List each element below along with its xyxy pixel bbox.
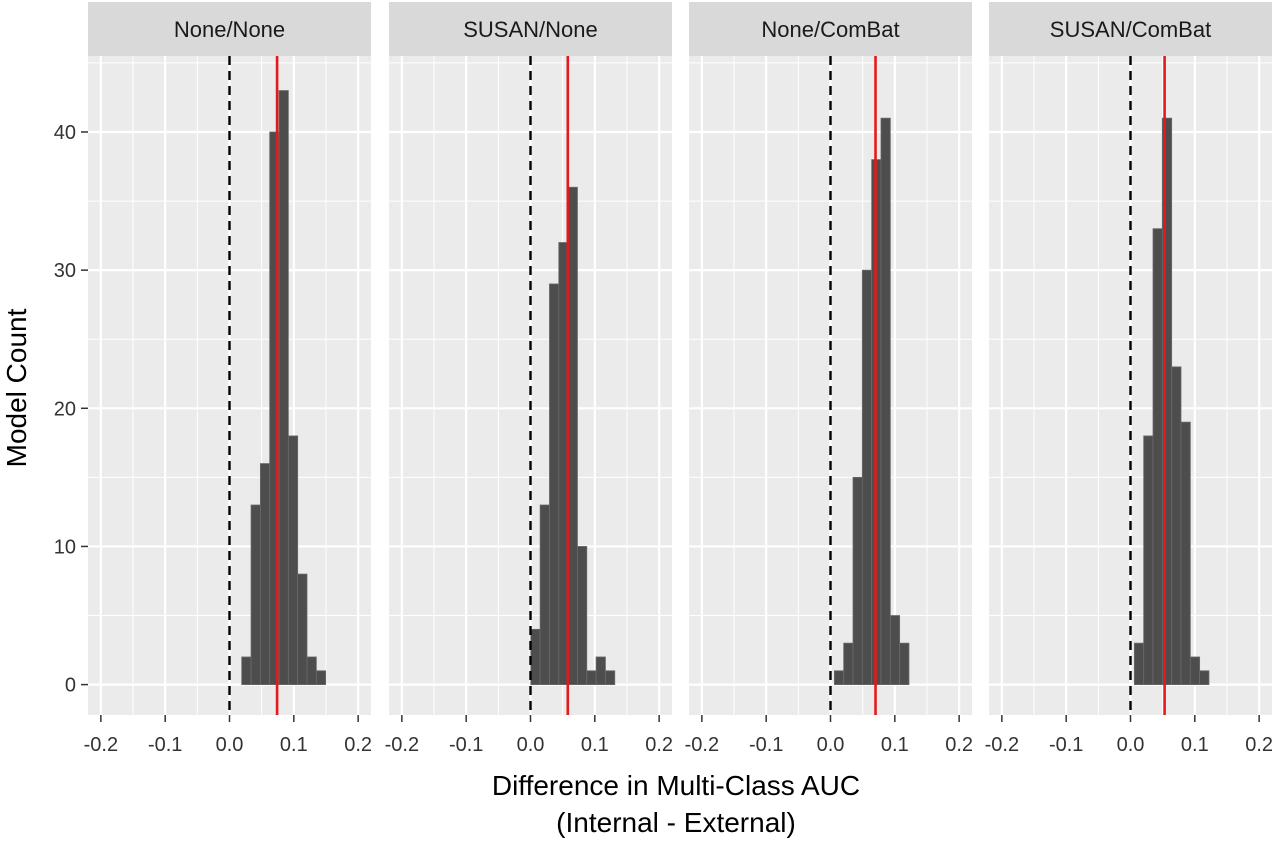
histogram-bar xyxy=(889,615,901,686)
x-tick-label: 0.2 xyxy=(344,734,372,756)
facet-panel: SUSAN/ComBat -0.2 -0.1 0.0 0.1 0.2 xyxy=(985,2,1273,756)
histogram-bar xyxy=(287,435,299,686)
y-tick-label: 0 xyxy=(65,675,76,697)
x-tick-label: -0.2 xyxy=(685,734,719,756)
facet-strip xyxy=(989,2,1272,56)
histogram-bar xyxy=(843,642,854,686)
y-axis-title: Model Count xyxy=(1,308,32,467)
histogram-bar xyxy=(315,670,327,686)
x-tick-label: 0.1 xyxy=(1181,734,1209,756)
x-tick-label: 0.1 xyxy=(280,734,308,756)
histogram-bar xyxy=(1189,656,1201,686)
x-tick-label: -0.1 xyxy=(449,734,483,756)
y-tick-label: 40 xyxy=(54,122,76,144)
panels-layer: None/None -0.2 -0.1 0.0 0.1 0.2 SUSAN/None -0.2… xyxy=(84,2,1273,756)
x-tick-label: 0.1 xyxy=(581,734,609,756)
facet-strip xyxy=(689,2,972,56)
x-tick-label: 0.2 xyxy=(645,734,673,756)
x-axis-title-line2: (Internal - External) xyxy=(556,807,796,838)
x-tick-label: 0.1 xyxy=(881,734,909,756)
histogram-bar xyxy=(530,628,541,686)
histogram-bar xyxy=(1171,366,1182,686)
histogram-bar xyxy=(1143,435,1154,686)
histogram-bar xyxy=(567,186,578,686)
histogram-bar xyxy=(549,283,560,686)
facet-strip xyxy=(389,2,672,56)
x-tick-label: 0.0 xyxy=(216,734,244,756)
histogram-bar xyxy=(1152,228,1163,686)
y-tick-label: 10 xyxy=(54,536,76,558)
x-tick-label: -0.2 xyxy=(84,734,118,756)
histogram-bar xyxy=(852,476,863,686)
x-tick-label: 0.0 xyxy=(517,734,545,756)
histogram-bar xyxy=(899,642,910,686)
y-tick-label: 30 xyxy=(54,260,76,282)
histogram-bar xyxy=(833,670,845,686)
histogram-bar xyxy=(306,656,317,686)
facet-panel: None/ComBat -0.2 -0.1 0.0 0.1 0.2 xyxy=(685,2,973,756)
histogram-bar xyxy=(595,656,606,686)
x-tick-label: -0.1 xyxy=(1049,734,1083,756)
histogram-bar xyxy=(1199,670,1210,686)
x-tick-label: -0.1 xyxy=(749,734,783,756)
y-tick-label: 20 xyxy=(54,398,76,420)
facet-strip-label: SUSAN/ComBat xyxy=(1050,17,1211,42)
histogram-bar xyxy=(539,504,550,686)
histogram-bar xyxy=(259,463,271,686)
x-tick-label: -0.1 xyxy=(148,734,182,756)
x-tick-label: 0.2 xyxy=(945,734,973,756)
histogram-bar xyxy=(861,269,873,686)
histogram-bar xyxy=(1180,421,1191,686)
facet-strip-label: None/ComBat xyxy=(761,17,899,42)
x-tick-label: -0.2 xyxy=(985,734,1019,756)
facet-panel: SUSAN/None -0.2 -0.1 0.0 0.1 0.2 xyxy=(385,2,673,756)
histogram-bar xyxy=(586,670,597,686)
facet-strip-label: SUSAN/None xyxy=(463,17,598,42)
histogram-bar xyxy=(577,546,588,686)
facet-panel: None/None -0.2 -0.1 0.0 0.1 0.2 xyxy=(84,2,372,756)
y-axis: 0 10 20 30 40 xyxy=(54,122,88,697)
x-tick-label: -0.2 xyxy=(385,734,419,756)
histogram-bar xyxy=(880,117,891,686)
facet-strip xyxy=(88,2,371,56)
histogram-bar xyxy=(250,504,261,686)
histogram-bar xyxy=(1133,642,1145,686)
x-tick-label: 0.2 xyxy=(1245,734,1273,756)
x-axis-title: Difference in Multi-Class AUC xyxy=(492,770,860,801)
facet-strip-label: None/None xyxy=(174,17,285,42)
histogram-bar xyxy=(241,656,252,686)
histogram-bar xyxy=(278,90,289,686)
histogram-bar xyxy=(297,573,308,686)
histogram-bar xyxy=(605,670,616,686)
x-tick-label: 0.0 xyxy=(817,734,845,756)
x-tick-label: 0.0 xyxy=(1117,734,1145,756)
